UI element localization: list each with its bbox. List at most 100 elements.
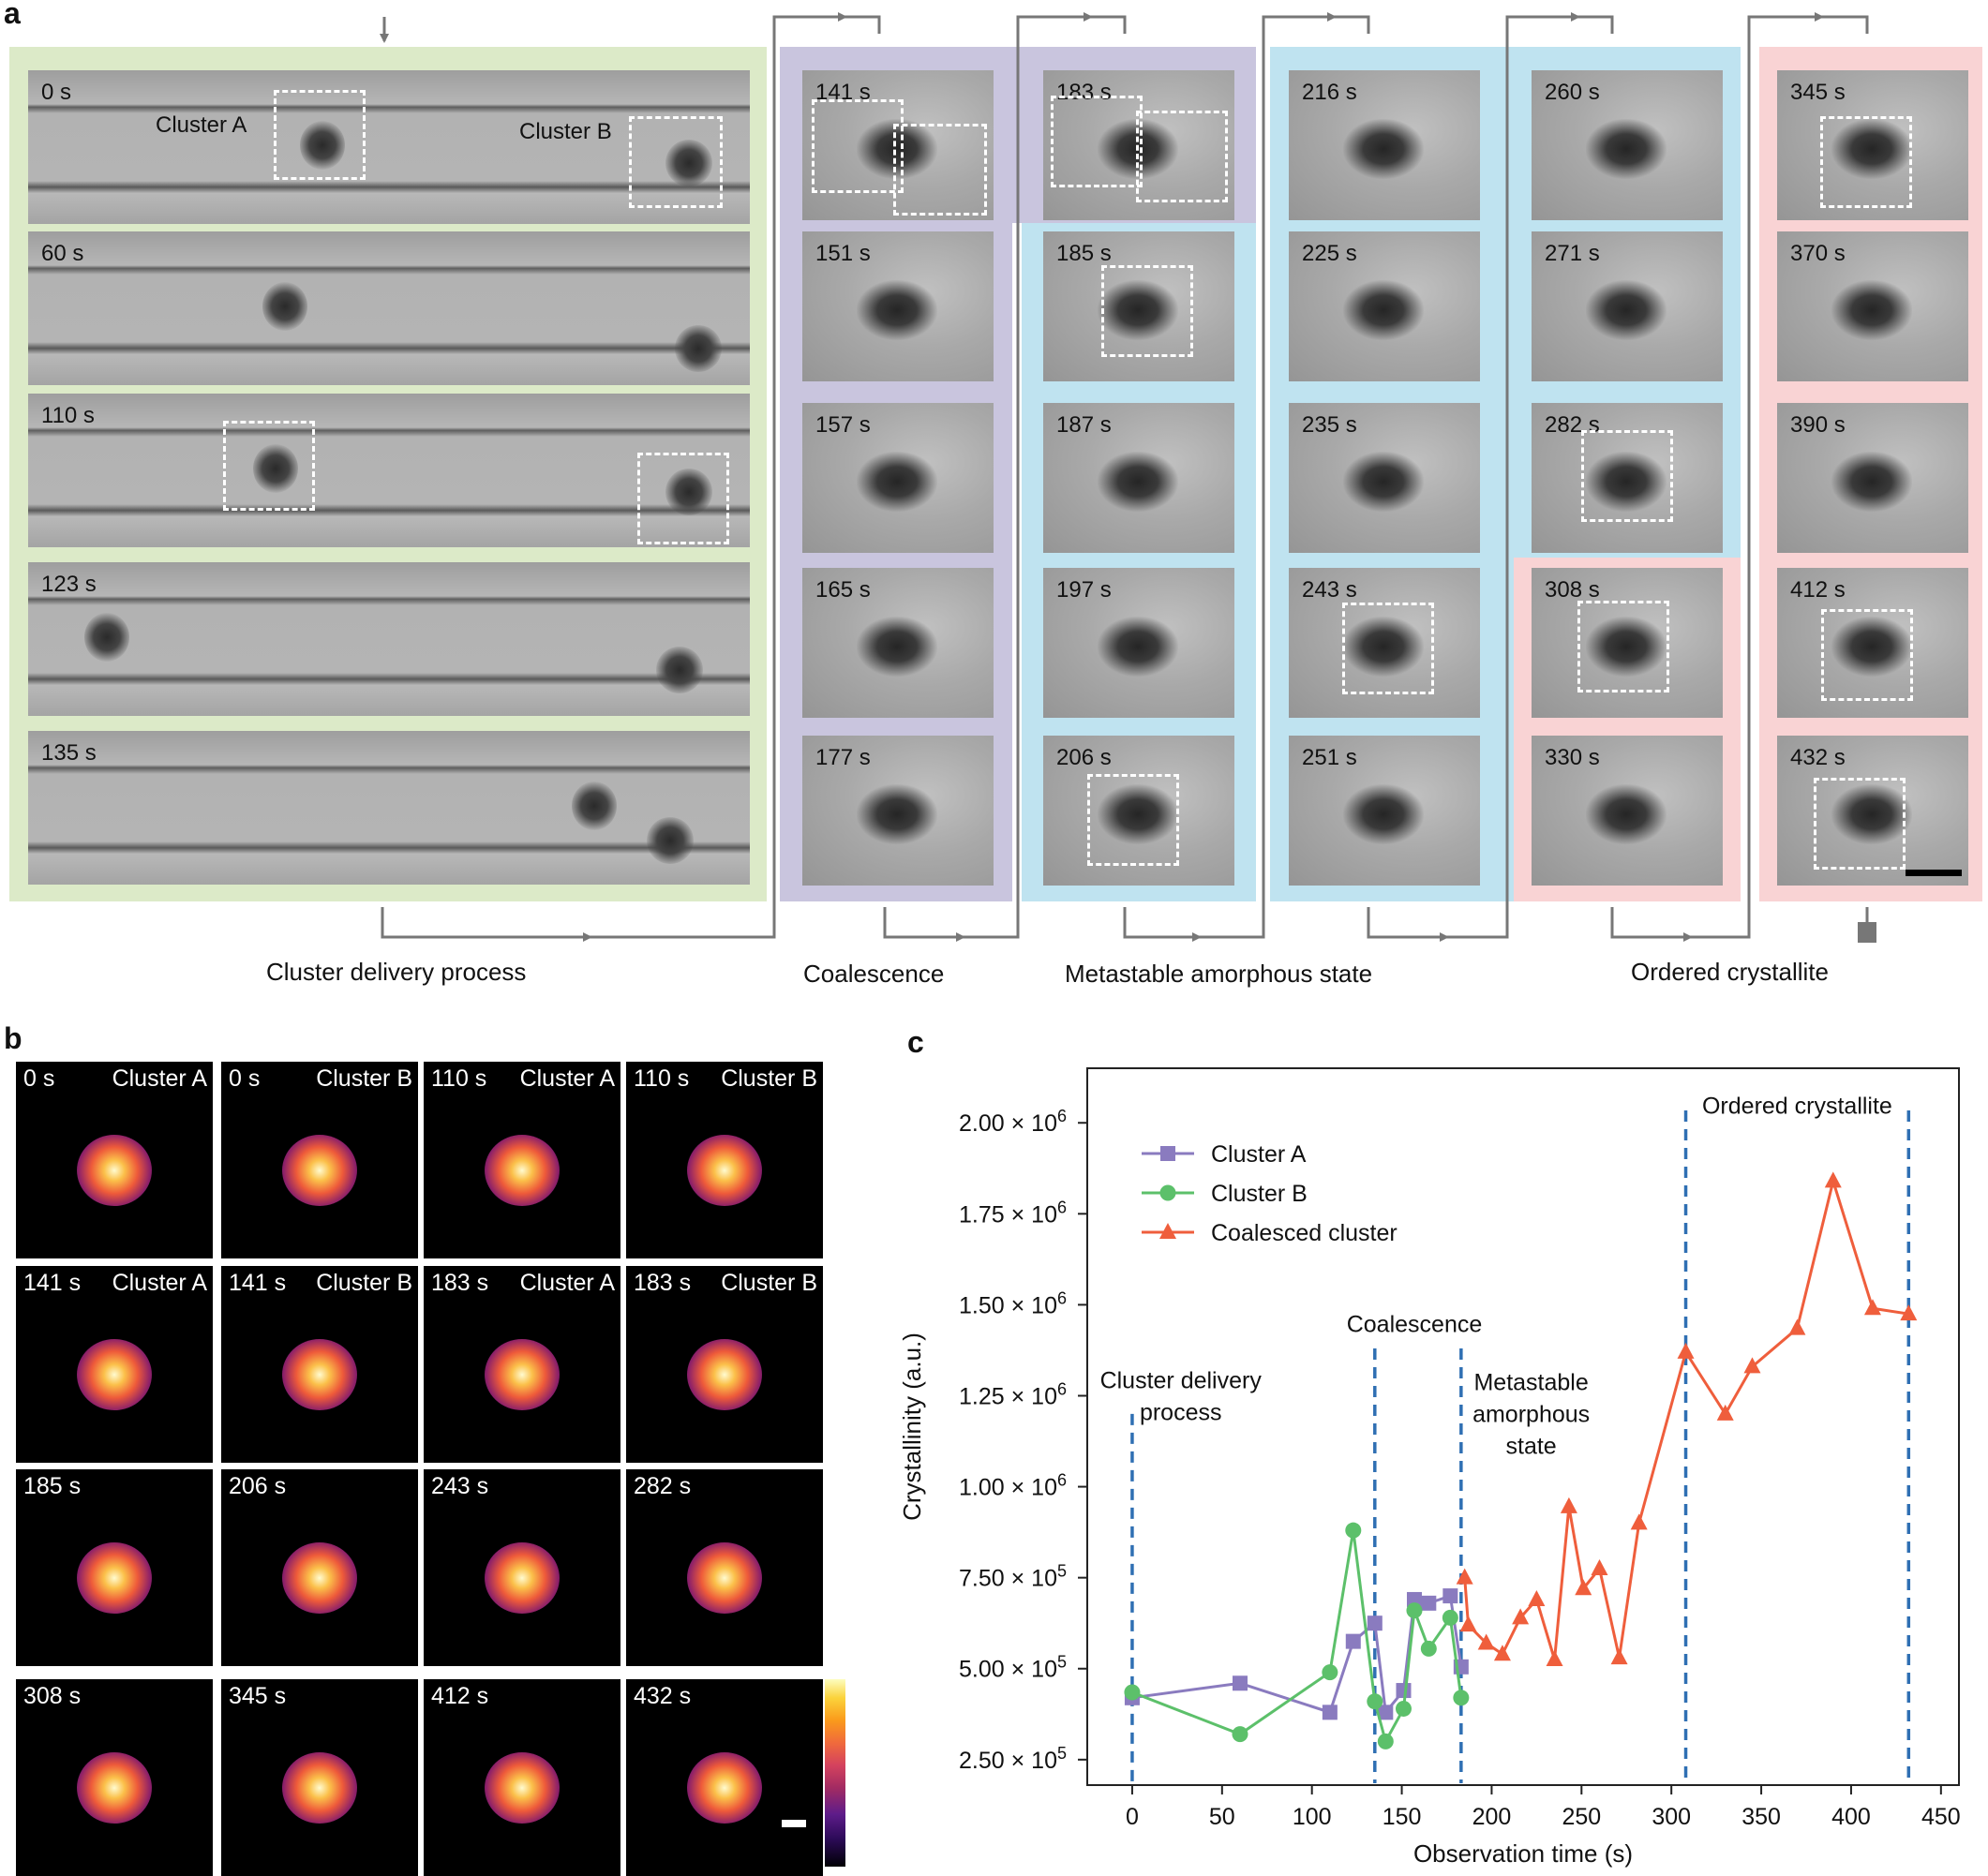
fft-spot	[485, 1134, 560, 1206]
frame-time-label: 183 s	[1056, 80, 1112, 105]
cluster-b-box-141s	[893, 124, 987, 216]
fft-spot	[77, 1541, 152, 1614]
frame-time-label: 308 s	[1545, 577, 1600, 603]
tem-frame: 165 s	[802, 568, 994, 718]
nanocluster	[857, 119, 937, 179]
phase-label-delivery: Cluster delivery process	[266, 958, 527, 986]
fft-time-label: 141 s	[229, 1270, 287, 1296]
data-point-triangle	[1575, 1579, 1592, 1596]
fft-pattern: 412 s	[424, 1679, 620, 1876]
frame-time-label: 432 s	[1790, 745, 1846, 770]
x-tick-label: 200	[1472, 1804, 1512, 1830]
nanocluster	[1586, 280, 1667, 340]
frame-time-label: 235 s	[1302, 412, 1357, 438]
fft-time-label: 110 s	[634, 1065, 690, 1092]
fft-pattern: 185 s	[16, 1469, 213, 1666]
data-point-triangle	[1459, 1615, 1477, 1632]
data-point-circle	[1420, 1640, 1437, 1657]
data-point-triangle	[1610, 1648, 1628, 1665]
phase-label-crystallite: Ordered crystallite	[1631, 958, 1829, 986]
nanocluster	[857, 280, 937, 340]
fft-pattern: 308 s	[16, 1679, 213, 1876]
cluster-a-box-183s	[1051, 96, 1143, 187]
data-point-triangle	[1788, 1318, 1806, 1335]
nanocluster	[1586, 784, 1667, 844]
nanocluster	[1343, 617, 1424, 677]
frame-time-label: 135 s	[41, 740, 97, 766]
nanocluster	[262, 282, 307, 331]
fft-pattern: 0 s Cluster A	[16, 1062, 213, 1258]
fft-pattern: 141 s Cluster B	[221, 1266, 418, 1463]
box-185s	[1101, 265, 1193, 357]
tem-frame: 282 s	[1532, 403, 1723, 553]
fft-time-label: 183 s	[634, 1270, 692, 1296]
fft-spot	[77, 1338, 152, 1410]
phase-annotation: state	[1506, 1434, 1557, 1460]
fft-time-label: 0 s	[229, 1065, 261, 1092]
y-tick-label: 5.00 × 105	[959, 1653, 1067, 1683]
data-point-square	[1406, 1591, 1422, 1607]
legend-marker	[1159, 1184, 1176, 1201]
data-point-circle	[1377, 1733, 1394, 1749]
x-tick-label: 100	[1293, 1804, 1332, 1830]
legend-marker	[1160, 1146, 1175, 1161]
tem-frame: 225 s	[1289, 231, 1480, 381]
phase-annotation: Metastable	[1473, 1370, 1588, 1396]
frame-time-label: 412 s	[1790, 577, 1846, 603]
data-point-triangle	[1560, 1496, 1577, 1513]
frame-time-label: 157 s	[815, 412, 871, 438]
data-point-circle	[1367, 1693, 1383, 1710]
tem-frame: 157 s	[802, 403, 994, 553]
fft-cluster-label: Cluster B	[316, 1270, 412, 1296]
tem-frame: 141 s	[802, 70, 994, 220]
y-tick-label: 1.50 × 106	[959, 1288, 1067, 1318]
data-point-triangle	[1824, 1171, 1842, 1188]
data-point-square	[1322, 1705, 1338, 1720]
tem-frame: 251 s	[1289, 736, 1480, 886]
legend-marker	[1159, 1223, 1176, 1239]
x-tick-label: 250	[1562, 1804, 1601, 1830]
fft-time-label: 412 s	[431, 1683, 489, 1709]
frame-time-label: 345 s	[1790, 80, 1846, 105]
cluster-a-box-141s	[812, 99, 904, 193]
fft-spot	[687, 1338, 762, 1410]
cluster-b-box-110s	[637, 453, 729, 544]
fft-time-label: 0 s	[23, 1065, 55, 1092]
cluster-a-box-0s	[274, 90, 366, 180]
tem-frame-wide: 135 s	[28, 731, 750, 885]
x-tick-label: 0	[1126, 1804, 1139, 1830]
data-point-circle	[1453, 1690, 1470, 1706]
tem-frame: 151 s	[802, 231, 994, 381]
frame-time-label: 151 s	[815, 241, 871, 266]
phase-label-coalescence: Coalescence	[803, 960, 945, 988]
tem-frame: 390 s	[1777, 403, 1968, 553]
data-point-square	[1367, 1615, 1383, 1631]
x-tick-label: 400	[1831, 1804, 1871, 1830]
nanocluster	[1343, 452, 1424, 512]
y-axis-label: Crystallinity (a.u.)	[900, 1333, 926, 1521]
frame-time-label: 185 s	[1056, 241, 1112, 266]
frame-time-label: 60 s	[41, 241, 84, 266]
fft-spot	[687, 1134, 762, 1206]
fft-time-label: 432 s	[634, 1683, 692, 1709]
cluster-a-label: Cluster A	[156, 112, 247, 138]
data-point-triangle	[1863, 1299, 1881, 1316]
fft-time-label: 206 s	[229, 1473, 287, 1499]
fft-pattern: 206 s	[221, 1469, 418, 1666]
frame-time-label: 110 s	[41, 403, 95, 428]
data-point-triangle	[1477, 1633, 1495, 1650]
data-point-square	[1378, 1705, 1394, 1720]
data-point-triangle	[1546, 1650, 1563, 1667]
data-point-circle	[1232, 1726, 1248, 1743]
nanocluster	[1831, 452, 1912, 512]
nanocluster	[1098, 617, 1178, 677]
phase-annotation: process	[1140, 1400, 1222, 1426]
fft-time-label: 110 s	[431, 1065, 487, 1092]
x-tick-label: 350	[1741, 1804, 1781, 1830]
frame-time-label: 177 s	[815, 745, 871, 770]
box-243s	[1342, 603, 1434, 694]
fft-time-label: 141 s	[23, 1270, 82, 1296]
fft-spot	[687, 1541, 762, 1614]
fft-pattern: 183 s Cluster B	[626, 1266, 823, 1463]
data-point-triangle	[1716, 1404, 1734, 1421]
